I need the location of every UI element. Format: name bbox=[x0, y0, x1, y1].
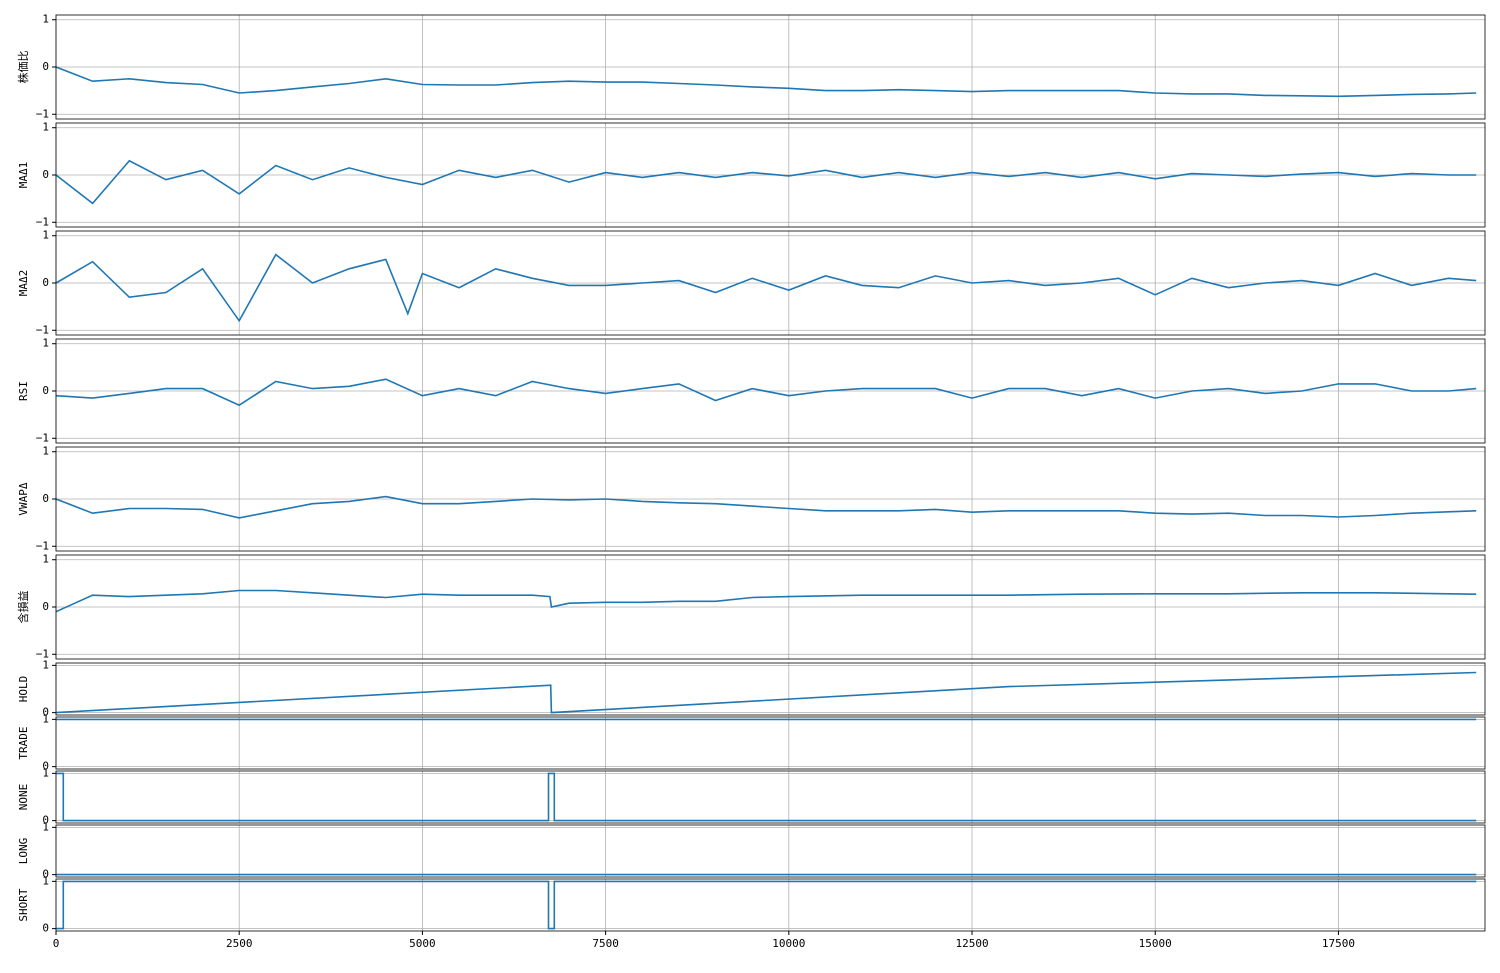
series-line bbox=[56, 880, 1477, 930]
y-tick-label: −1 bbox=[36, 431, 49, 444]
x-tick-label: 7500 bbox=[592, 937, 619, 950]
y-tick-label: 1 bbox=[42, 121, 49, 134]
y-tick-label: 1 bbox=[42, 553, 49, 566]
axes-frame bbox=[55, 716, 1486, 770]
series-line bbox=[55, 495, 1477, 519]
y-tick-label: 0 bbox=[42, 492, 49, 505]
y-axis-label: 株価比 bbox=[16, 51, 30, 84]
y-tick-label: 1 bbox=[42, 820, 49, 833]
y-tick-label: −1 bbox=[36, 215, 49, 228]
y-tick-label: 0 bbox=[42, 706, 49, 719]
y-tick-label: 0 bbox=[42, 60, 49, 73]
series-line bbox=[55, 378, 1477, 407]
y-tick-label: 1 bbox=[42, 874, 49, 887]
x-tick-label: 12500 bbox=[955, 937, 988, 950]
y-tick-label: 0 bbox=[42, 922, 49, 935]
axes-frame bbox=[55, 230, 1486, 336]
y-tick-label: 0 bbox=[42, 276, 49, 289]
y-tick-label: −1 bbox=[36, 647, 49, 660]
axes-frame bbox=[55, 662, 1486, 716]
y-tick-label: 0 bbox=[42, 868, 49, 881]
y-axis-label: VWAPΔ bbox=[17, 482, 30, 515]
y-axis-label: HOLD bbox=[17, 676, 30, 703]
y-axis-label: MAΔ1 bbox=[17, 162, 30, 189]
y-tick-label: 0 bbox=[42, 600, 49, 613]
series-line bbox=[55, 66, 1477, 98]
y-axis-label: 含損益 bbox=[16, 591, 30, 624]
y-tick-label: 1 bbox=[42, 766, 49, 779]
series-line bbox=[55, 253, 1477, 323]
series-line bbox=[55, 671, 1477, 714]
y-tick-label: 0 bbox=[42, 760, 49, 773]
axes-frame bbox=[55, 554, 1486, 660]
y-tick-label: −1 bbox=[36, 107, 49, 120]
y-tick-label: −1 bbox=[36, 323, 49, 336]
y-tick-label: 1 bbox=[42, 13, 49, 26]
y-tick-label: 1 bbox=[42, 337, 49, 350]
axes-frame bbox=[55, 122, 1486, 228]
x-tick-label: 0 bbox=[53, 937, 60, 950]
series-line bbox=[56, 772, 1477, 822]
y-axis-label: NONE bbox=[17, 784, 30, 811]
y-axis-label: TRADE bbox=[17, 726, 30, 759]
y-axis-label: MAΔ2 bbox=[17, 270, 30, 297]
x-tick-label: 10000 bbox=[772, 937, 805, 950]
series-line bbox=[55, 159, 1477, 205]
y-tick-label: −1 bbox=[36, 539, 49, 552]
y-axis-label: RSI bbox=[17, 381, 30, 401]
y-tick-label: 0 bbox=[42, 168, 49, 181]
axes-frame bbox=[55, 770, 1486, 824]
series-line bbox=[55, 589, 1477, 613]
axes-frame bbox=[55, 338, 1486, 444]
x-tick-label: 15000 bbox=[1139, 937, 1172, 950]
y-axis-label: SHORT bbox=[17, 888, 30, 921]
y-tick-label: 0 bbox=[42, 384, 49, 397]
y-tick-label: 1 bbox=[42, 712, 49, 725]
x-tick-label: 2500 bbox=[226, 937, 253, 950]
axes-frame bbox=[55, 824, 1486, 878]
axes-frame bbox=[55, 878, 1486, 932]
y-tick-label: 1 bbox=[42, 658, 49, 671]
x-tick-label: 17500 bbox=[1322, 937, 1355, 950]
y-tick-label: 1 bbox=[42, 445, 49, 458]
x-tick-label: 5000 bbox=[409, 937, 436, 950]
axes-frame bbox=[55, 14, 1486, 120]
axes-frame bbox=[55, 446, 1486, 552]
y-axis-label: LONG bbox=[17, 838, 30, 865]
y-tick-label: 1 bbox=[42, 229, 49, 242]
y-tick-label: 0 bbox=[42, 814, 49, 827]
